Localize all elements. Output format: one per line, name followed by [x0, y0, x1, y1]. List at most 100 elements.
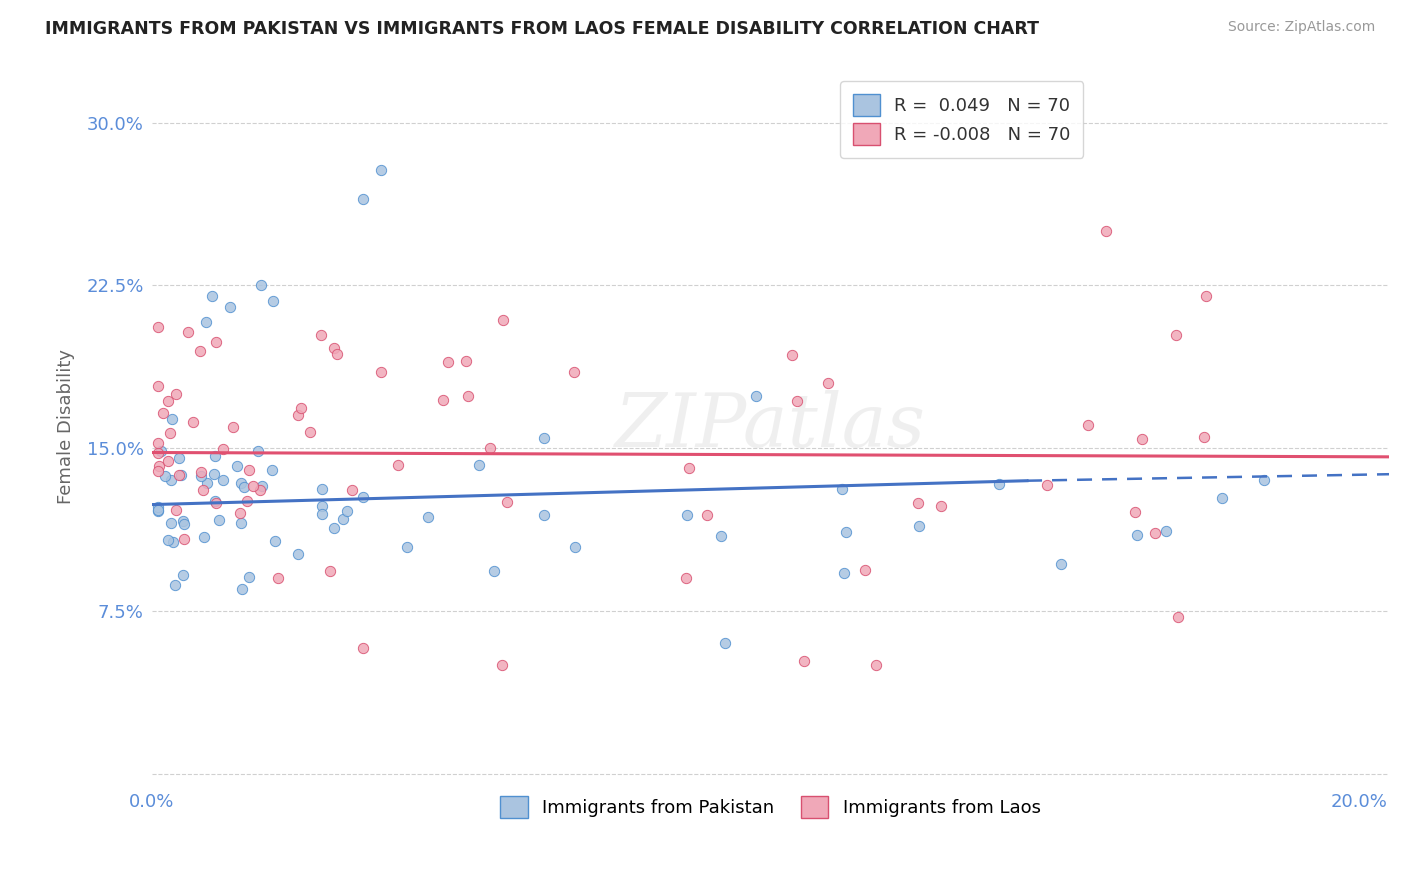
Point — [157, 533, 180, 547]
Point — [211, 442, 233, 456]
Point — [437, 354, 460, 368]
Point — [156, 454, 179, 468]
Point — [167, 467, 190, 482]
Point — [322, 342, 344, 356]
Point — [202, 467, 225, 481]
Point — [172, 514, 194, 528]
Point — [352, 192, 374, 206]
Point — [250, 478, 273, 492]
Point — [1123, 505, 1146, 519]
Point — [229, 516, 252, 530]
Point — [929, 500, 952, 514]
Point — [564, 365, 586, 379]
Point — [907, 496, 929, 510]
Point — [834, 524, 856, 539]
Point — [336, 504, 359, 518]
Point — [181, 416, 204, 430]
Point — [153, 469, 176, 483]
Point — [1125, 528, 1147, 542]
Point — [564, 541, 586, 555]
Point — [1167, 610, 1189, 624]
Point — [491, 658, 513, 673]
Point — [262, 463, 284, 477]
Point — [908, 518, 931, 533]
Point — [457, 389, 479, 403]
Point — [780, 348, 803, 362]
Point — [793, 654, 815, 668]
Point — [319, 564, 342, 578]
Point — [479, 441, 502, 455]
Point — [1049, 557, 1071, 571]
Point — [146, 504, 169, 518]
Point — [1211, 491, 1233, 505]
Point — [855, 563, 877, 577]
Point — [352, 490, 374, 504]
Point — [219, 300, 242, 314]
Point — [678, 461, 700, 475]
Point — [287, 408, 309, 422]
Point — [496, 494, 519, 508]
Point — [195, 315, 218, 329]
Point — [482, 564, 505, 578]
Point — [165, 387, 187, 401]
Point — [177, 326, 200, 340]
Point — [454, 354, 477, 368]
Point — [323, 521, 346, 535]
Point — [204, 494, 226, 508]
Point — [146, 446, 169, 460]
Point — [165, 578, 187, 592]
Y-axis label: Female Disability: Female Disability — [58, 349, 75, 504]
Point — [238, 570, 260, 584]
Point — [146, 320, 169, 334]
Point — [988, 476, 1011, 491]
Point — [533, 431, 555, 445]
Point — [1094, 224, 1116, 238]
Point — [172, 567, 194, 582]
Point — [675, 571, 697, 585]
Point — [204, 449, 226, 463]
Point — [298, 425, 321, 439]
Point — [222, 419, 245, 434]
Point — [157, 394, 180, 409]
Point — [242, 479, 264, 493]
Point — [832, 566, 855, 580]
Point — [152, 406, 174, 420]
Point — [146, 464, 169, 478]
Text: ZIPatlas: ZIPatlas — [614, 390, 927, 463]
Point — [1253, 474, 1275, 488]
Point — [290, 401, 312, 416]
Point — [1036, 478, 1059, 492]
Point — [212, 473, 235, 487]
Point — [432, 393, 454, 408]
Point — [1166, 327, 1188, 342]
Point — [676, 508, 699, 522]
Text: IMMIGRANTS FROM PAKISTAN VS IMMIGRANTS FROM LAOS FEMALE DISABILITY CORRELATION C: IMMIGRANTS FROM PAKISTAN VS IMMIGRANTS F… — [45, 20, 1039, 37]
Point — [188, 343, 211, 358]
Point — [352, 640, 374, 655]
Point — [233, 480, 256, 494]
Point — [533, 508, 555, 523]
Point — [159, 425, 181, 440]
Point — [229, 476, 252, 491]
Point — [311, 482, 333, 496]
Point — [1077, 418, 1099, 433]
Point — [205, 335, 228, 350]
Point — [238, 462, 260, 476]
Point — [831, 483, 853, 497]
Point — [817, 376, 839, 390]
Point — [325, 347, 347, 361]
Point — [205, 496, 228, 510]
Point — [226, 458, 249, 473]
Point — [311, 499, 333, 513]
Point — [710, 528, 733, 542]
Point — [201, 289, 224, 303]
Point — [236, 493, 259, 508]
Point — [170, 467, 193, 482]
Point — [262, 293, 284, 308]
Point — [146, 503, 169, 517]
Point — [1194, 430, 1216, 444]
Point — [190, 469, 212, 483]
Point — [492, 313, 515, 327]
Point — [246, 444, 269, 458]
Point — [418, 510, 440, 524]
